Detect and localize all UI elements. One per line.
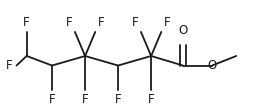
Text: F: F	[66, 16, 72, 29]
Text: F: F	[132, 16, 138, 29]
Text: F: F	[23, 16, 30, 29]
Text: O: O	[178, 24, 187, 37]
Text: O: O	[208, 59, 217, 72]
Text: F: F	[115, 93, 121, 106]
Text: F: F	[164, 16, 170, 29]
Text: F: F	[148, 93, 154, 106]
Text: F: F	[98, 16, 104, 29]
Text: F: F	[82, 93, 88, 106]
Text: F: F	[6, 59, 12, 72]
Text: F: F	[49, 93, 55, 106]
